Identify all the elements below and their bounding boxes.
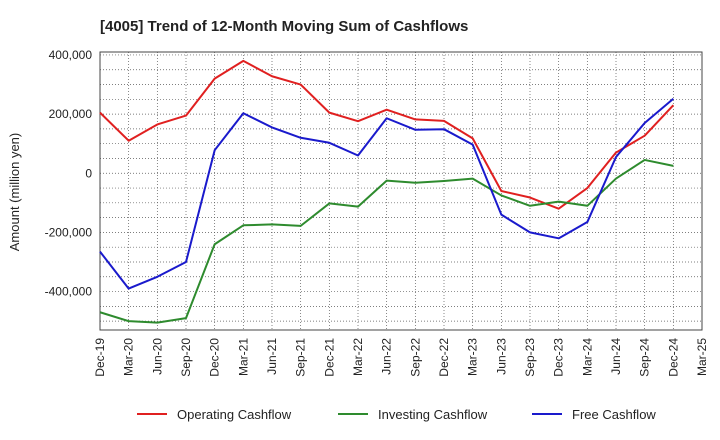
x-tick-label: Mar-25 <box>695 338 709 376</box>
x-tick-label: Mar-22 <box>351 338 365 376</box>
legend: Operating Cashflow Investing Cashflow Free… <box>137 407 656 422</box>
y-tick-labels: 400,000 200,000 0 -200,000 -400,000 <box>45 48 93 299</box>
x-tick-label: Dec-21 <box>322 338 336 377</box>
x-tick-labels: Dec-19 Mar-20 Jun-20 Sep-20 Dec-20 Mar-21 Jun-… <box>93 338 709 377</box>
plot-border <box>99 51 703 331</box>
y-tick-label: 200,000 <box>49 107 93 121</box>
x-tick-label: Jun-21 <box>265 338 279 375</box>
x-tick-label: Jun-24 <box>609 338 623 375</box>
operating-cashflow-line <box>99 59 675 210</box>
y-tick-label: -400,000 <box>45 285 93 299</box>
x-tick-label: Jun-23 <box>494 338 508 375</box>
x-tick-label: Sep-20 <box>179 338 193 377</box>
x-tick-label: Mar-20 <box>122 338 136 376</box>
x-tick-label: Sep-21 <box>294 338 308 377</box>
x-tick-label: Jun-22 <box>380 338 394 375</box>
y-tick-label: -200,000 <box>45 225 93 239</box>
grid <box>99 52 703 330</box>
x-tick-label: Sep-24 <box>638 338 652 377</box>
x-tick-label: Sep-22 <box>408 338 422 377</box>
x-tick-label: Mar-24 <box>580 338 594 376</box>
axes <box>99 51 703 331</box>
chart-title: [4005] Trend of 12-Month Moving Sum of C… <box>100 18 468 35</box>
operating-cashflow-legend-label: Operating Cashflow <box>177 407 292 422</box>
free-cashflow-line <box>99 97 674 290</box>
y-axis-label: Amount (million yen) <box>7 133 22 252</box>
x-tick-label: Dec-19 <box>93 338 107 377</box>
investing-cashflow-line <box>99 158 674 324</box>
x-tick-label: Jun-20 <box>150 338 164 375</box>
series-lines <box>99 59 675 324</box>
x-tick-label: Mar-23 <box>466 338 480 376</box>
x-tick-label: Dec-22 <box>437 338 451 377</box>
x-tick-label: Dec-23 <box>552 338 566 377</box>
free-cashflow-legend-label: Free Cashflow <box>572 407 656 422</box>
investing-cashflow-legend-label: Investing Cashflow <box>378 407 488 422</box>
y-tick-label: 0 <box>85 166 92 180</box>
y-tick-label: 400,000 <box>49 48 93 62</box>
x-tick-label: Sep-23 <box>523 338 537 377</box>
x-tick-label: Dec-20 <box>208 338 222 377</box>
x-tick-label: Dec-24 <box>666 338 680 377</box>
x-tick-label: Mar-21 <box>236 338 250 376</box>
